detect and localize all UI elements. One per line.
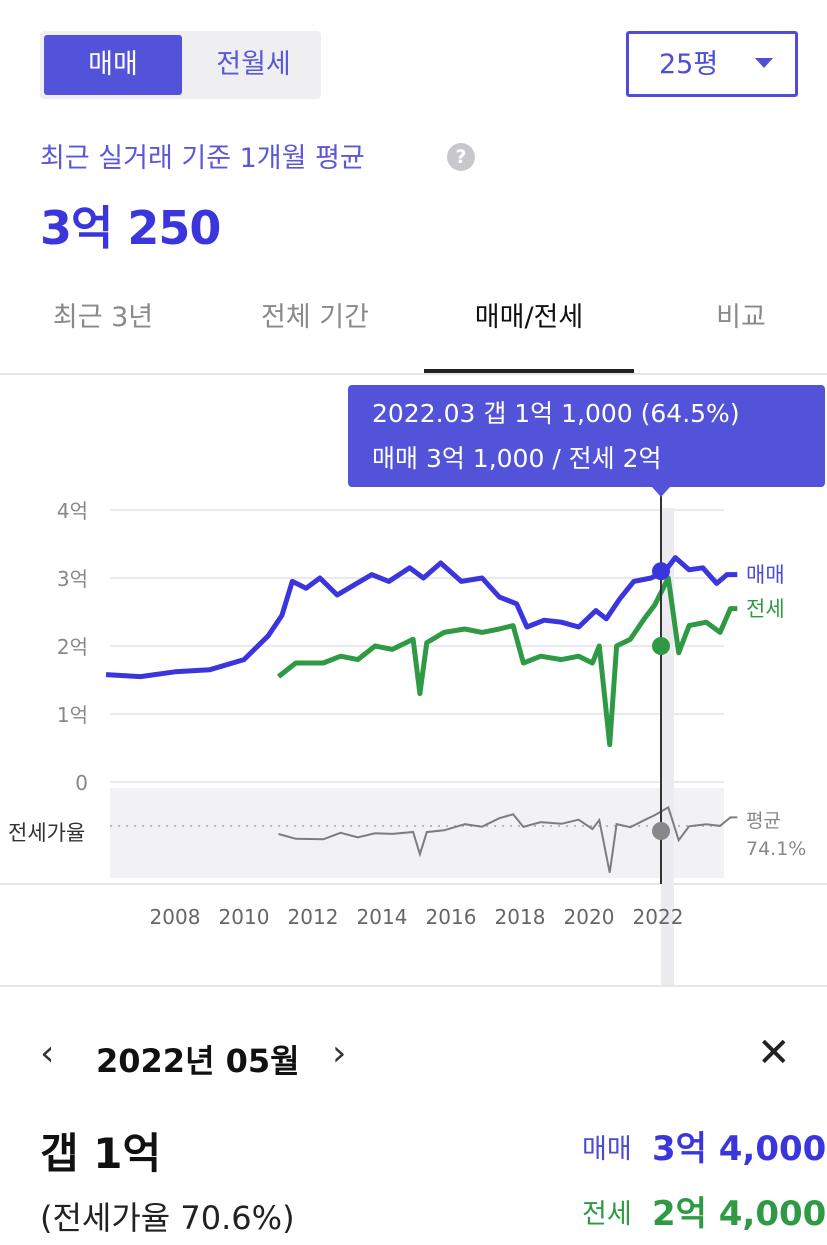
- sale-toggle-button[interactable]: 매매: [44, 35, 182, 95]
- x-tick-label: 2010: [219, 905, 270, 929]
- rent-series-label: 전세: [746, 597, 785, 621]
- y-tick-label: 1억: [57, 703, 88, 727]
- price-chart[interactable]: 4억 3억 2억 1억 0 2008 2010 2012 2014 2016 2018 2020 20…: [0, 375, 827, 985]
- y-tick-label: 2억: [57, 635, 88, 659]
- tab-all-period[interactable]: 전체 기간: [261, 302, 369, 333]
- ratio-series-line: [278, 805, 738, 873]
- tooltip-line-1: 2022.03 갭 1억 1,000 (64.5%): [372, 399, 740, 428]
- rent-ratio-text: (전세가율 70.6%): [40, 1199, 295, 1237]
- x-tick-label: 2014: [357, 905, 408, 929]
- caret-down-icon: [755, 58, 773, 68]
- chart-tooltip: [348, 385, 825, 487]
- chevron-left-icon[interactable]: ‹: [40, 1033, 55, 1074]
- section-divider: [0, 985, 827, 987]
- rent-series-line: [276, 575, 738, 748]
- y-tick-label: 4억: [57, 499, 88, 523]
- ratio-series-label: 전세가율: [8, 821, 85, 845]
- rent-price-value: 2억 4,000: [652, 1194, 827, 1234]
- rent-highlight-point: [652, 637, 670, 655]
- y-tick-label: 0: [75, 771, 88, 795]
- ratio-average-value: 74.1%: [746, 838, 806, 860]
- x-tick-label: 2008: [150, 905, 201, 929]
- tab-compare[interactable]: 비교: [716, 302, 766, 333]
- x-tick-label: 2012: [288, 905, 339, 929]
- ratio-average-label: 평균: [746, 810, 781, 832]
- hover-column: [661, 508, 674, 985]
- gap-amount: 갭 1억: [40, 1129, 162, 1178]
- x-tick-label: 2020: [564, 905, 615, 929]
- average-price-label: 최근 실거래 기준 1개월 평균: [40, 143, 365, 174]
- x-tick-label: 2022: [633, 905, 684, 929]
- average-price-value: 3억 250: [40, 201, 221, 255]
- rent-price-label: 전세: [582, 1199, 632, 1230]
- sale-price-label: 매매: [582, 1134, 632, 1165]
- chart-tabs: 최근 3년 전체 기간 매매/전세 비교: [0, 285, 827, 375]
- tab-sale-rent[interactable]: 매매/전세: [424, 285, 634, 373]
- area-dropdown-value: 25평: [659, 49, 719, 80]
- sale-highlight-point: [652, 562, 670, 581]
- ratio-band: [110, 788, 724, 878]
- question-mark-icon[interactable]: ?: [447, 143, 475, 171]
- x-tick-label: 2018: [495, 905, 546, 929]
- sale-price-value: 3억 4,000: [652, 1129, 827, 1169]
- selected-month: 2022년 05월: [96, 1042, 300, 1080]
- tooltip-pointer: [652, 487, 670, 497]
- y-tick-label: 3억: [57, 567, 88, 591]
- deal-type-toggle: 매매 전월세: [40, 31, 321, 99]
- sale-series-label: 매매: [746, 563, 785, 587]
- close-icon[interactable]: ✕: [757, 1030, 791, 1076]
- x-tick-label: 2016: [426, 905, 477, 929]
- tab-recent-3-years[interactable]: 최근 3년: [52, 302, 154, 333]
- area-dropdown[interactable]: 25평: [626, 31, 798, 97]
- ratio-highlight-point: [652, 822, 670, 840]
- rent-toggle-button[interactable]: 전월세: [216, 49, 291, 80]
- tooltip-line-2: 매매 3억 1,000 / 전세 2억: [372, 444, 662, 473]
- chevron-right-icon[interactable]: ›: [332, 1033, 347, 1074]
